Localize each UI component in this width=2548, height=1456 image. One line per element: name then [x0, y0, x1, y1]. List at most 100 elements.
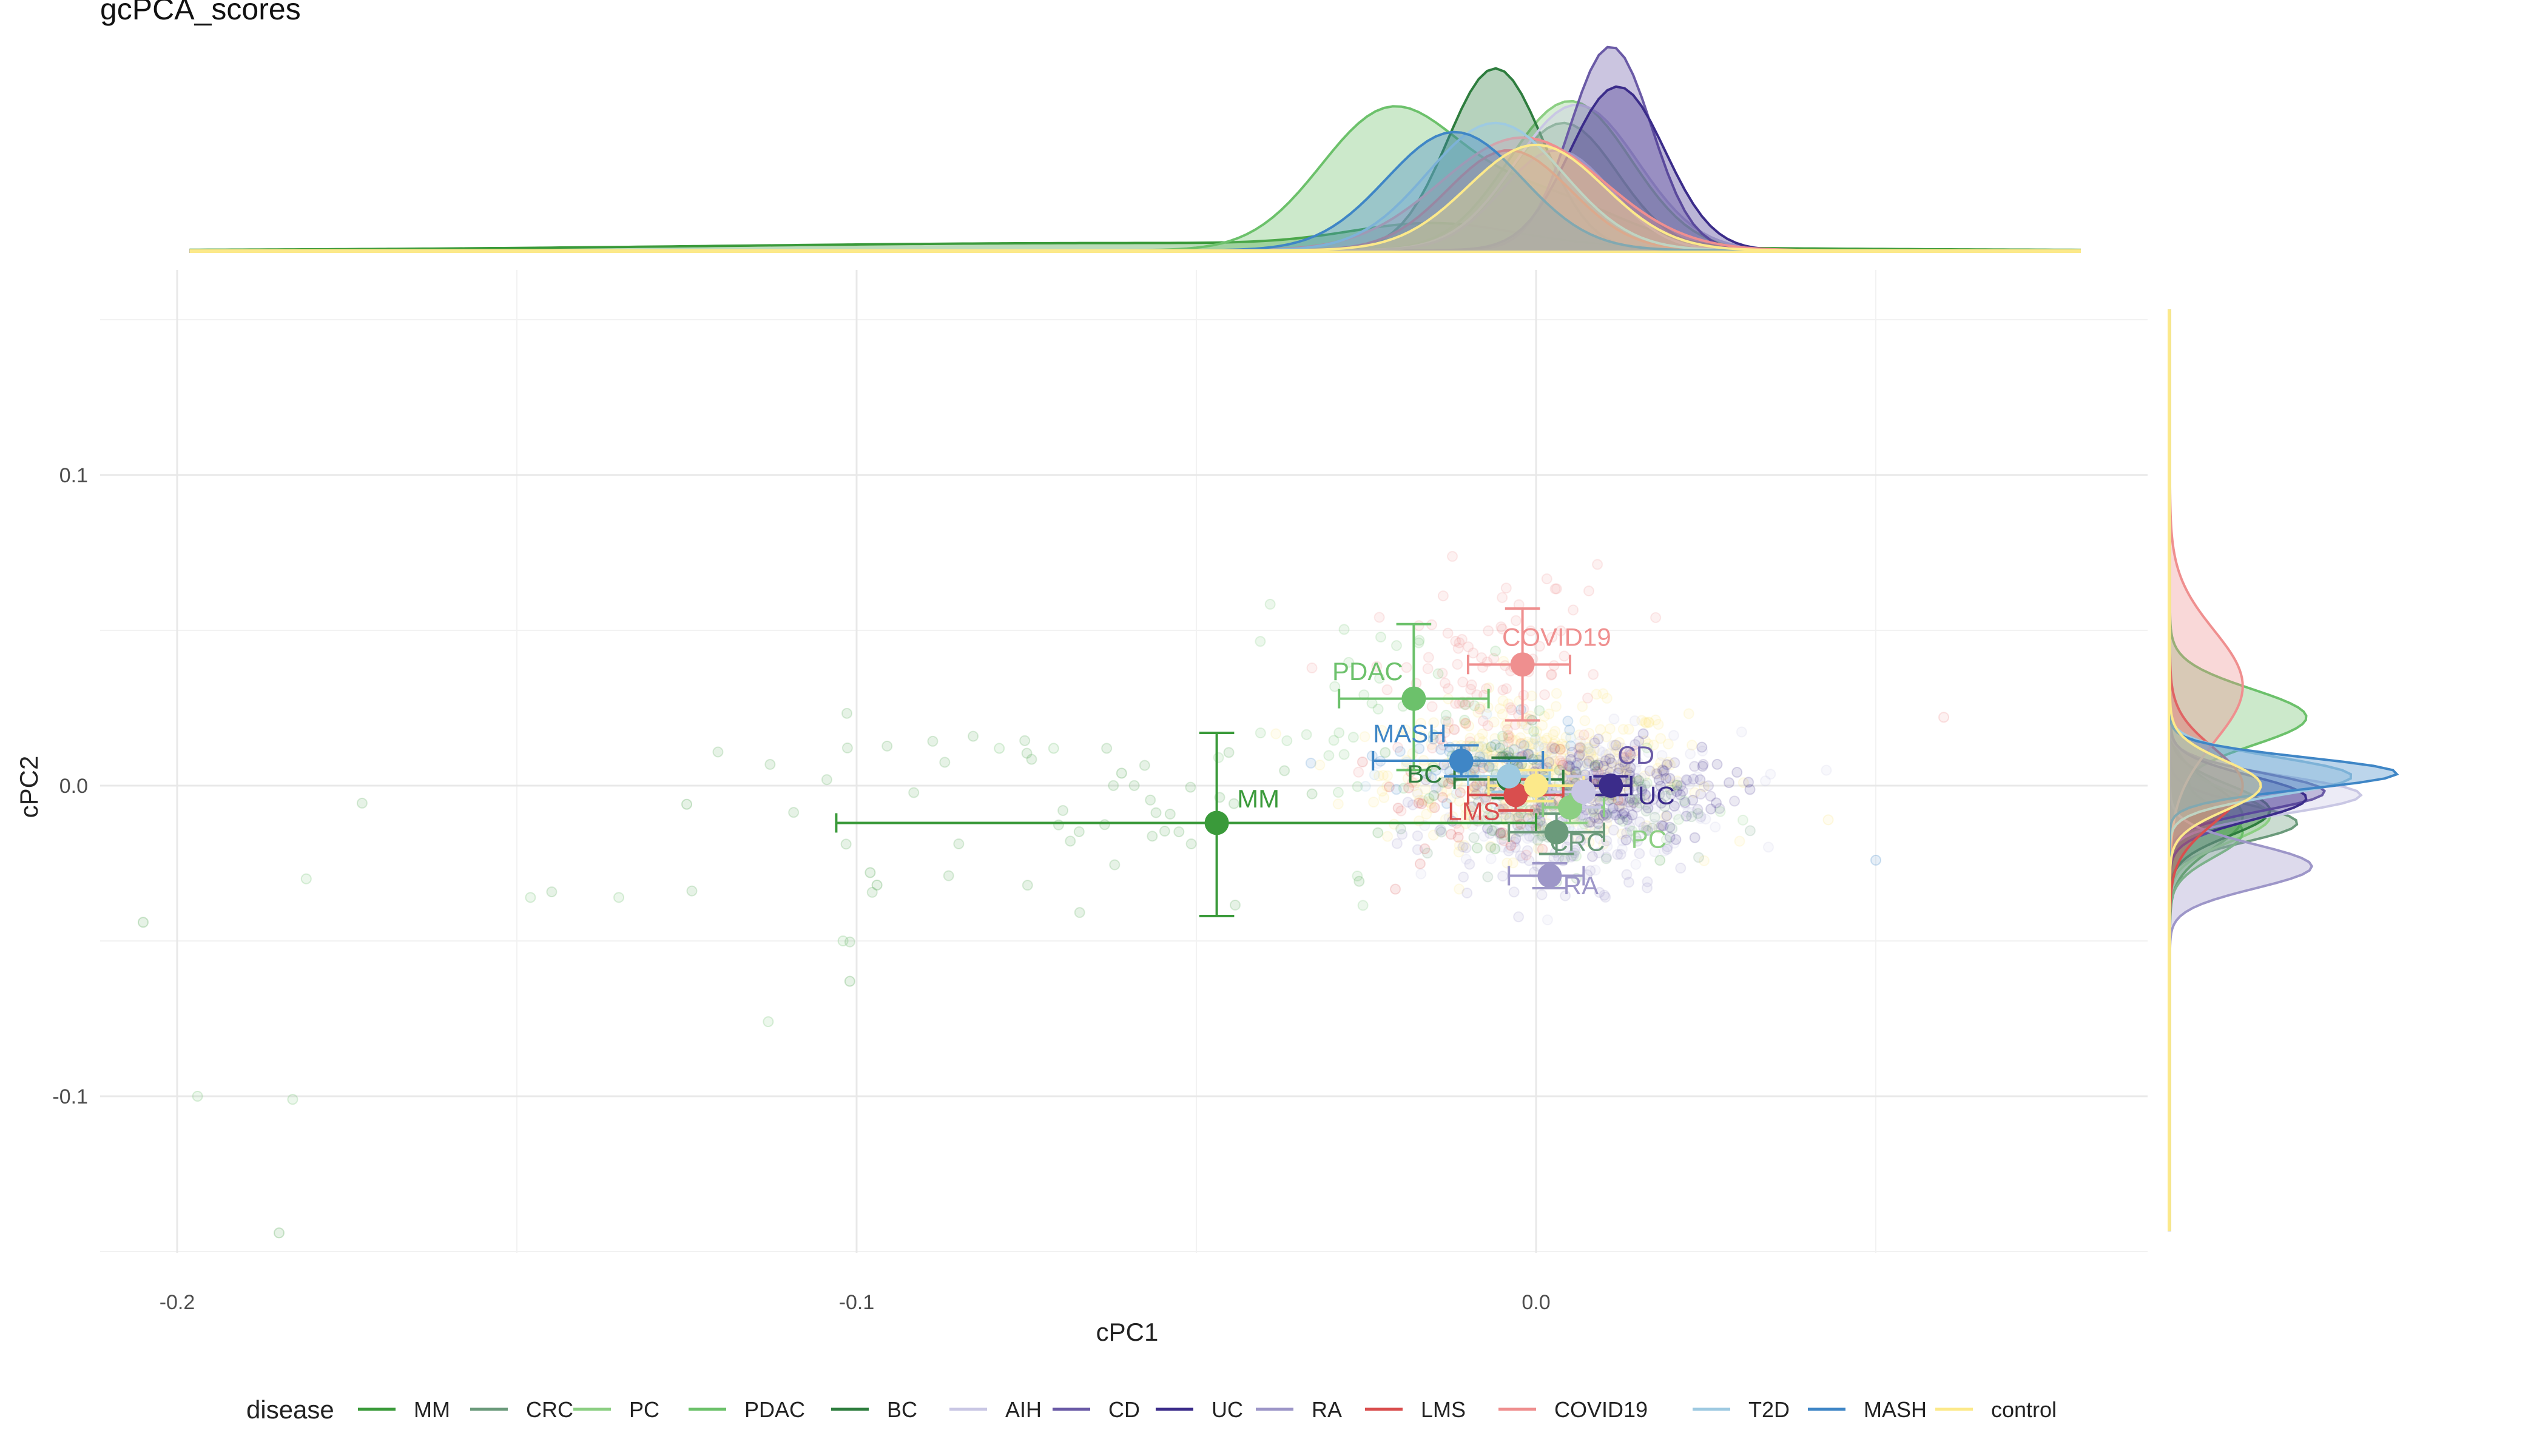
sample-point-cd	[1651, 768, 1663, 780]
sample-point-aih	[1629, 715, 1640, 727]
sample-point-control	[1642, 738, 1654, 750]
sample-point-lms	[1452, 832, 1464, 843]
sample-point-uc	[1689, 832, 1700, 843]
sample-point-control	[1423, 771, 1434, 783]
sample-point-control	[1376, 725, 1387, 736]
sample-point-control	[1619, 761, 1630, 772]
sample-point-mash	[1518, 740, 1530, 751]
sample-point-uc	[1664, 821, 1676, 833]
sample-point-covid19	[1582, 692, 1593, 704]
sample-point-control	[1546, 744, 1558, 755]
density-top-uc	[189, 85, 2081, 253]
sample-point-aih	[1616, 843, 1628, 855]
sample-point-uc	[1744, 784, 1756, 795]
outlier-point	[871, 879, 883, 891]
sample-point-aih	[1673, 784, 1684, 796]
sample-point-mash	[1509, 744, 1520, 755]
sample-point-covid19	[1457, 676, 1469, 688]
sample-point-cd	[1654, 789, 1665, 800]
sample-point-mash	[1431, 764, 1442, 776]
sample-point-control	[1497, 709, 1508, 720]
sample-point-mash	[1562, 715, 1574, 727]
sample-point-cd	[1624, 747, 1636, 758]
sample-point-control	[1555, 750, 1567, 761]
sample-point-mm	[1353, 875, 1365, 887]
sample-point-uc	[1661, 810, 1673, 821]
sample-point-cd	[1610, 740, 1622, 751]
sample-point-uc	[1696, 741, 1708, 753]
sample-point-covid19	[1573, 743, 1585, 754]
axes: cPC1 cPC2 -0.2 -0.1 0.0 0.1 0.0 -0.1	[15, 464, 1551, 1346]
sample-point-cd	[1703, 780, 1714, 792]
sample-point-control	[1527, 747, 1539, 759]
sample-point-control	[1539, 741, 1551, 752]
sample-point-pdac	[1432, 668, 1444, 679]
sample-point-control	[1588, 751, 1599, 763]
sample-point-control	[1589, 735, 1600, 747]
sample-point-control	[1426, 802, 1438, 814]
density-right-control	[2168, 309, 2262, 1232]
sample-point-control	[1614, 747, 1625, 759]
sample-point-uc	[1731, 767, 1743, 778]
sample-point-control	[1559, 741, 1570, 752]
sample-point-aih	[1602, 841, 1613, 852]
sample-point-mm	[953, 838, 965, 849]
sample-point-control	[1410, 777, 1421, 789]
sample-point-control	[1506, 744, 1517, 755]
sample-point-covid19	[1525, 625, 1537, 636]
sample-point-lms	[1455, 787, 1466, 798]
mean-point-ra	[1537, 863, 1562, 888]
sample-point-t2d	[1583, 743, 1594, 755]
sample-point-pdac	[1338, 624, 1350, 635]
sample-point-control	[1427, 829, 1439, 841]
sample-point-covid19	[1497, 684, 1509, 696]
sample-point-aih	[1650, 803, 1661, 815]
sample-point-mash	[1305, 757, 1316, 769]
sample-point-control	[1368, 797, 1380, 808]
sample-point-uc	[1655, 780, 1667, 792]
sample-point-pdac	[1427, 729, 1439, 741]
sample-point-covid19	[1468, 647, 1479, 659]
sample-point-pc	[1634, 797, 1645, 809]
sample-point-uc	[1670, 834, 1682, 845]
sample-point-pdac	[1264, 599, 1276, 610]
sample-point-uc	[1661, 759, 1673, 770]
outlier-point	[300, 873, 312, 885]
sample-point-mm	[1073, 826, 1085, 837]
sample-point-control	[1608, 740, 1620, 751]
annotation-covid19: COVID19	[1502, 623, 1611, 652]
sample-point-control	[1515, 738, 1526, 749]
sample-point-lms	[1495, 827, 1506, 839]
sample-point-control	[1655, 757, 1667, 769]
sample-point-pdac	[1375, 632, 1386, 643]
sample-point-cd	[1692, 804, 1704, 815]
sample-point-covid19	[1381, 684, 1393, 696]
sample-point-control	[1546, 749, 1557, 760]
sample-point-control	[1588, 754, 1599, 766]
sample-point-lms	[1435, 733, 1446, 745]
outlier-point	[994, 743, 1005, 754]
sample-point-control	[1549, 742, 1561, 753]
sample-point-covid19	[1520, 849, 1532, 861]
sample-point-uc	[1604, 753, 1616, 764]
sample-point-aih	[1617, 835, 1628, 847]
sample-point-mm	[1021, 747, 1033, 759]
sample-point-lms	[1414, 858, 1426, 869]
density-top-pc	[189, 99, 2081, 253]
sample-point-control	[1585, 748, 1597, 760]
sample-point-control	[1542, 745, 1554, 757]
sample-point-mm	[1147, 831, 1158, 842]
annotation-uc: UC	[1638, 781, 1675, 810]
sample-point-lms	[1390, 883, 1401, 895]
sample-point-control	[1577, 701, 1588, 712]
sample-point-covid19	[1401, 662, 1412, 673]
sample-point-aih	[1546, 747, 1557, 758]
sample-point-bc	[1428, 790, 1440, 801]
sample-point-control	[1622, 764, 1633, 776]
sample-point-uc	[1622, 814, 1633, 826]
sample-point-cd	[1628, 797, 1639, 809]
sample-point-aih	[1686, 807, 1697, 818]
sample-point-aih	[1636, 772, 1647, 784]
sample-point-control	[1669, 779, 1680, 790]
sample-point-mash	[1565, 740, 1577, 752]
